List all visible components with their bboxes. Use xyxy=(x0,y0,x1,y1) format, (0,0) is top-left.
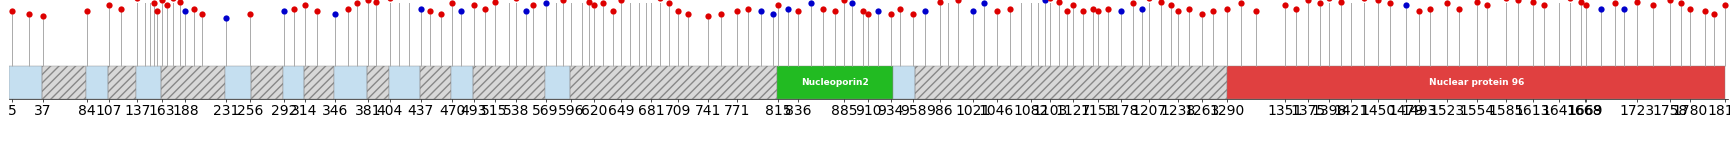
Bar xyxy=(420,66,452,99)
Bar xyxy=(137,66,161,99)
Text: Nucleoporin2: Nucleoporin2 xyxy=(801,78,868,87)
Bar xyxy=(389,66,420,99)
Bar xyxy=(161,66,225,99)
Bar xyxy=(251,66,282,99)
Bar xyxy=(303,66,334,99)
Bar xyxy=(303,66,334,99)
Bar xyxy=(161,66,225,99)
Bar xyxy=(472,66,545,99)
Bar xyxy=(86,66,107,99)
Bar xyxy=(915,66,1227,99)
Bar xyxy=(225,66,251,99)
Bar xyxy=(1227,66,1725,99)
Bar xyxy=(9,66,42,99)
Bar xyxy=(42,66,86,99)
Bar xyxy=(571,66,777,99)
Bar xyxy=(420,66,452,99)
Bar xyxy=(251,66,282,99)
Bar xyxy=(915,66,1227,99)
Bar xyxy=(777,66,893,99)
Bar xyxy=(571,66,777,99)
Bar xyxy=(472,66,545,99)
Bar xyxy=(282,66,303,99)
Bar xyxy=(367,66,389,99)
Bar xyxy=(367,66,389,99)
Bar xyxy=(42,66,86,99)
Bar xyxy=(452,66,472,99)
Bar xyxy=(107,66,137,99)
Bar xyxy=(545,66,571,99)
Bar xyxy=(107,66,137,99)
Bar xyxy=(893,66,915,99)
Text: Nuclear protein 96: Nuclear protein 96 xyxy=(1429,78,1524,87)
Bar xyxy=(334,66,367,99)
